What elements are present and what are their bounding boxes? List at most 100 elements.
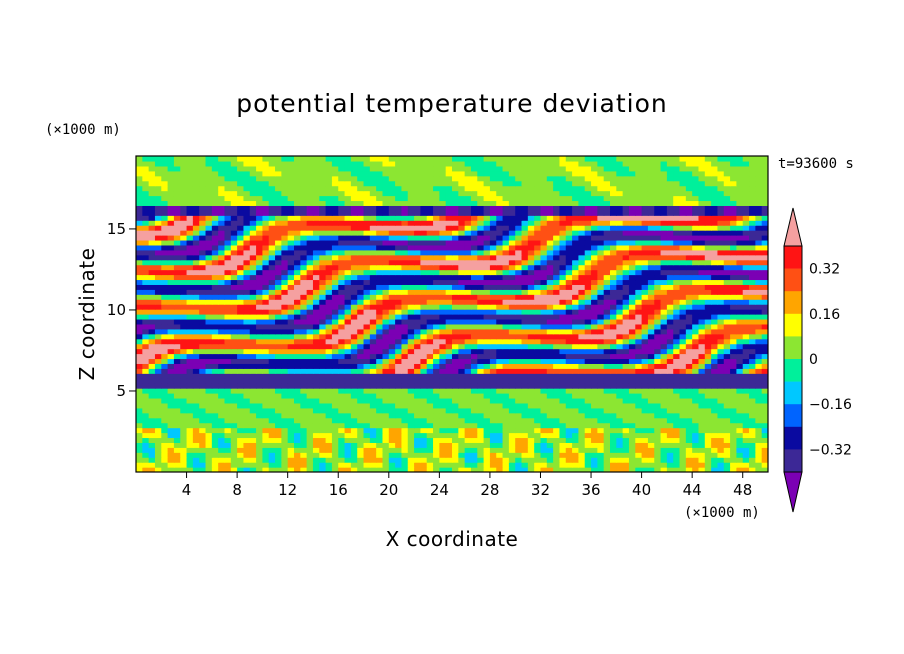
field-cell [186, 447, 194, 453]
field-cell [382, 437, 390, 443]
field-cell [148, 462, 156, 468]
field-cell [761, 318, 768, 325]
field-cell [685, 437, 693, 443]
field-cell [331, 353, 339, 360]
field-cell [635, 393, 643, 399]
field-cell [673, 299, 681, 305]
field-cell [635, 259, 643, 266]
field-cell [654, 348, 662, 355]
field-cell [401, 442, 409, 448]
field-cell [224, 402, 232, 409]
field-cell [407, 393, 415, 399]
field-cell [723, 294, 731, 300]
field-cell [527, 348, 535, 355]
field-cell [256, 284, 263, 290]
field-cell [502, 353, 510, 360]
field-cell [312, 422, 320, 429]
field-cell [692, 417, 700, 424]
field-cell [420, 314, 428, 320]
field-cell [628, 279, 636, 285]
field-cell [736, 348, 744, 355]
field-cell [761, 422, 768, 429]
field-cell [388, 358, 396, 364]
field-cell [521, 244, 529, 251]
field-cell [186, 338, 194, 345]
field-cell [249, 432, 257, 439]
field-cell [180, 358, 188, 364]
field-cell [610, 437, 617, 443]
field-cell [483, 402, 491, 409]
field-cell [723, 309, 731, 315]
field-cell [483, 338, 491, 345]
field-cell [641, 447, 649, 453]
field-cell [382, 230, 390, 236]
field-cell [597, 422, 605, 429]
field-cell [136, 304, 143, 310]
field-cell [414, 239, 421, 246]
field-cell [243, 249, 251, 256]
field-cell [559, 383, 567, 389]
field-cell [616, 427, 624, 434]
field-cell [534, 235, 542, 241]
field-cell [363, 318, 371, 325]
field-cell [553, 333, 561, 340]
field-cell [673, 264, 681, 271]
field-cell [363, 402, 371, 409]
field-cell [515, 304, 523, 310]
field-cell [224, 299, 232, 305]
field-cell [534, 437, 542, 443]
field-cell [559, 289, 567, 295]
field-cell [597, 402, 605, 409]
field-cell [148, 299, 156, 305]
field-cell [660, 417, 668, 424]
field-cell [679, 397, 687, 404]
field-cell [173, 363, 181, 369]
field-cell [565, 299, 573, 305]
field-cell [477, 235, 485, 241]
field-cell [407, 442, 415, 448]
field-cell [395, 294, 403, 300]
field-cell [610, 417, 617, 424]
field-cell [761, 314, 768, 320]
field-cell [414, 447, 421, 453]
field-cell [268, 235, 276, 241]
field-cell [616, 462, 624, 468]
field-cell [685, 225, 693, 231]
field-cell [736, 378, 744, 384]
field-cell [723, 235, 731, 241]
field-cell [211, 284, 219, 290]
field-cell [325, 259, 333, 266]
field-cell [154, 249, 162, 256]
field-cell [401, 338, 409, 345]
field-cell [281, 309, 289, 315]
field-cell [382, 412, 390, 419]
field-cell [603, 274, 611, 281]
field-cell [749, 397, 756, 404]
field-cell [464, 230, 472, 236]
field-cell [704, 388, 712, 394]
field-cell [610, 304, 617, 310]
field-cell [224, 373, 232, 379]
field-cell [489, 407, 497, 414]
field-cell [515, 274, 523, 281]
field-cell [262, 314, 270, 320]
field-cell [704, 427, 712, 434]
field-cell [312, 239, 320, 246]
field-cell [325, 422, 333, 429]
field-cell [565, 284, 573, 290]
field-cell [470, 393, 478, 399]
field-cell [319, 318, 327, 325]
field-cell [711, 299, 719, 305]
field-cell [230, 447, 238, 453]
field-cell [319, 457, 327, 463]
field-cell [692, 467, 700, 472]
field-cell [628, 259, 636, 266]
field-cell [660, 235, 668, 241]
field-cell [395, 269, 403, 276]
field-cell [294, 264, 301, 271]
field-cell [401, 402, 409, 409]
field-cell [660, 432, 668, 439]
field-cell [350, 314, 358, 320]
field-cell [199, 314, 207, 320]
field-cell [180, 299, 188, 305]
